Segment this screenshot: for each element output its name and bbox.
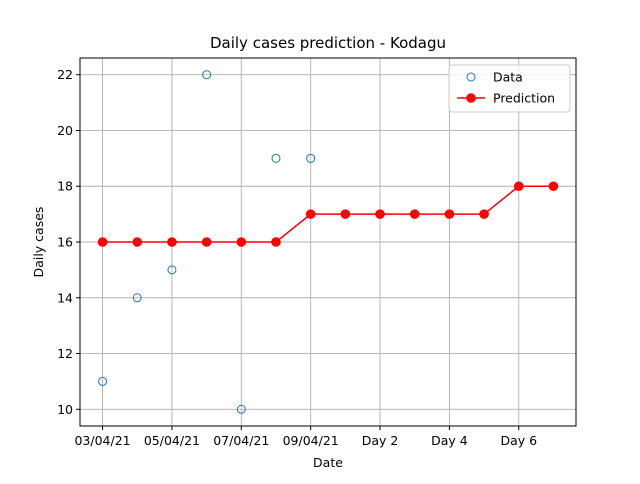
prediction-point xyxy=(340,209,351,219)
y-tick-label: 16 xyxy=(57,235,73,250)
y-tick-label: 10 xyxy=(57,402,73,417)
chart-title: Daily cases prediction - Kodagu xyxy=(210,34,446,52)
legend-prediction-label: Prediction xyxy=(493,91,555,106)
data-point xyxy=(132,293,142,303)
x-axis-label: Date xyxy=(313,455,343,470)
y-tick-label: 12 xyxy=(57,346,73,361)
data-point xyxy=(167,265,177,275)
legend-data-marker xyxy=(466,72,476,82)
data-point xyxy=(306,153,316,163)
y-tick-label: 18 xyxy=(57,179,73,194)
prediction-point xyxy=(444,209,455,219)
data-point xyxy=(236,404,246,414)
data-point xyxy=(271,153,281,163)
prediction-point xyxy=(305,209,316,219)
prediction-point xyxy=(513,181,524,192)
data-point xyxy=(98,376,108,386)
axis-ticks: 03/04/21 05/04/21 07/04/21 09/04/21 Day 2 Day… xyxy=(57,67,537,448)
y-tick-label: 20 xyxy=(57,123,73,138)
prediction-point xyxy=(201,237,212,247)
y-axis-label: Daily cases xyxy=(31,207,46,278)
y-tick-label: 22 xyxy=(57,67,73,82)
prediction-point xyxy=(236,237,247,247)
prediction-line xyxy=(102,185,554,243)
x-tick-label: 09/04/21 xyxy=(283,433,339,448)
legend: Data Prediction xyxy=(448,64,571,113)
legend-box xyxy=(448,64,571,113)
x-tick-label: Day 4 xyxy=(431,433,468,448)
x-tick-label: 07/04/21 xyxy=(213,433,269,448)
prediction-point xyxy=(97,237,108,247)
prediction-point xyxy=(479,209,489,219)
legend-data-label: Data xyxy=(493,70,523,85)
series-layer xyxy=(97,70,559,414)
x-tick-label: Day 6 xyxy=(500,433,537,448)
prediction-point xyxy=(409,209,420,219)
x-tick-label: 05/04/21 xyxy=(144,433,200,448)
x-tick-label: 03/04/21 xyxy=(74,433,130,448)
x-tick-label: Day 2 xyxy=(362,433,399,448)
prediction-point xyxy=(548,181,559,192)
legend-prediction-marker xyxy=(466,93,476,103)
y-tick-label: 14 xyxy=(57,290,73,305)
data-point xyxy=(202,70,212,80)
prediction-point xyxy=(167,237,177,247)
prediction-point xyxy=(375,209,385,219)
prediction-point xyxy=(132,237,143,247)
prediction-point xyxy=(271,237,281,247)
